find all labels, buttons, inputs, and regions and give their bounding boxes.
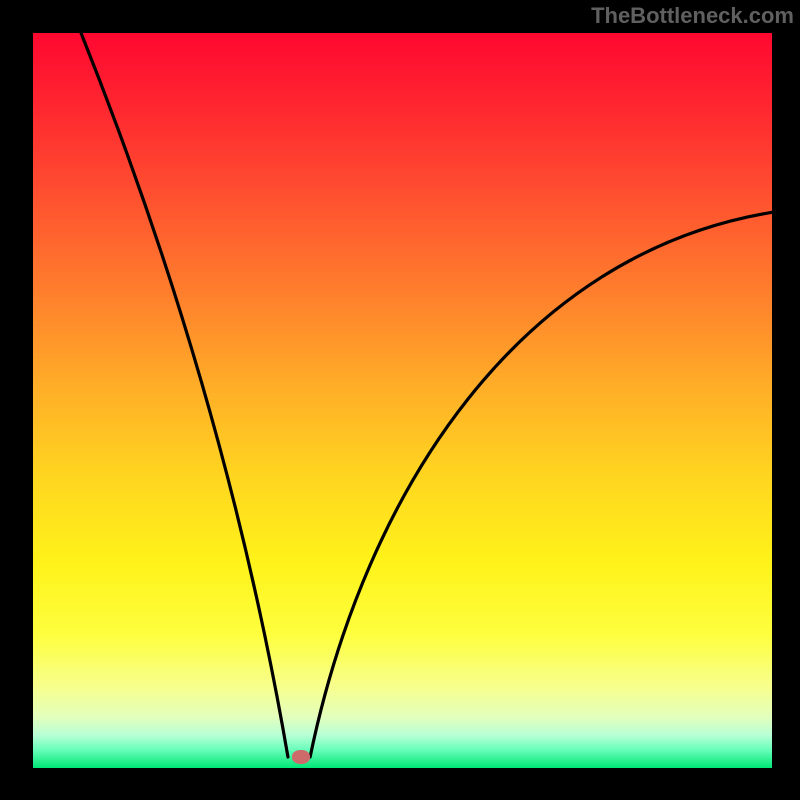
chart-container: TheBottleneck.com	[0, 0, 800, 800]
watermark-text: TheBottleneck.com	[591, 3, 794, 29]
optimum-marker	[292, 750, 310, 764]
gradient-plot-area	[33, 33, 772, 768]
